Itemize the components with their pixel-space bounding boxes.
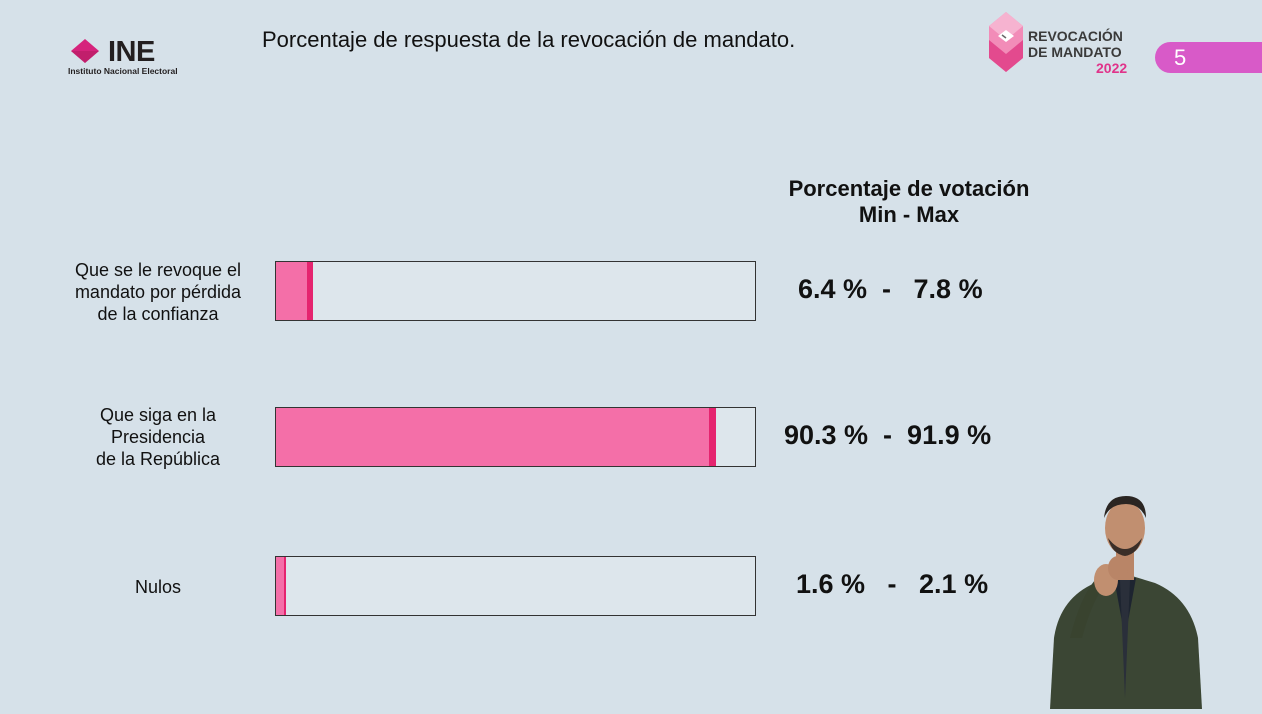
- ine-logo: INE Instituto Nacional Electoral: [66, 36, 198, 80]
- category-label-line: de la República: [95, 449, 221, 469]
- sign-language-interpreter: [1040, 488, 1210, 709]
- category-label-line: Nulos: [134, 577, 182, 597]
- bar-max-nulos: [283, 557, 287, 615]
- category-label-line: Presidencia: [110, 427, 206, 447]
- ine-logo-subtitle: Instituto Nacional Electoral: [68, 66, 178, 76]
- bar-frame-siga: [275, 407, 756, 467]
- ballot-box-icon: [989, 12, 1023, 72]
- bar-max-siga: [708, 408, 717, 466]
- category-label-line: Que se le revoque el: [74, 260, 242, 280]
- category-label-siga: Que siga en la Presidencia de la Repúbli…: [38, 404, 278, 470]
- bar-min-nulos: [276, 557, 284, 615]
- page-number-badge: 5: [1155, 42, 1262, 73]
- category-label-line: mandato por pérdida: [74, 282, 242, 302]
- category-label-line: de la confianza: [97, 304, 219, 324]
- revocacion-logo-line2: DE MANDATO: [1028, 44, 1122, 60]
- bar-frame-nulos: [275, 556, 756, 616]
- range-label-nulos: 1.6 % - 2.1 %: [796, 569, 989, 599]
- revocacion-logo-line1: REVOCACIÓN: [1028, 28, 1123, 44]
- bar-max-revoque: [306, 262, 314, 320]
- ine-logo-text: INE: [108, 36, 155, 68]
- category-label-line: Que siga en la: [99, 405, 217, 425]
- category-label-nulos: Nulos: [38, 576, 278, 598]
- range-label-siga: 90.3 % - 91.9 %: [784, 420, 992, 450]
- column-header-line1: Porcentaje de votación: [788, 176, 1030, 201]
- page-title: Porcentaje de respuesta de la revocación…: [262, 27, 796, 52]
- bar-min-siga: [276, 408, 709, 466]
- revocacion-logo-year: 2022: [1096, 60, 1128, 76]
- revocacion-logo: REVOCACIÓN DE MANDATO 2022: [986, 10, 1146, 76]
- range-label-revoque: 6.4 % - 7.8 %: [798, 274, 983, 304]
- bar-frame-revoque: [275, 261, 756, 321]
- column-header-line2: Min - Max: [858, 202, 960, 227]
- column-header: Porcentaje de votación Min - Max: [740, 176, 1078, 228]
- ine-diamond-icon: [71, 39, 99, 63]
- category-label-revoque: Que se le revoque el mandato por pérdida…: [38, 259, 278, 325]
- bar-min-revoque: [276, 262, 307, 320]
